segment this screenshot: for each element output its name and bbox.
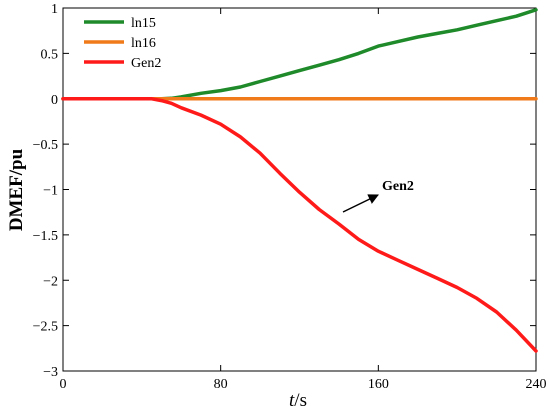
x-tick-label: 80	[214, 377, 228, 392]
annotation-arrow	[342, 194, 379, 213]
y-tick-label: −3	[43, 365, 58, 380]
ticks: 0 80 160 240 1 0.5 0 −0.5 −1 −1.5 −2 −2.5 −3	[33, 2, 547, 392]
series-line-ln15	[61, 8, 538, 101]
legend: ln15 ln16 Gen2	[84, 16, 161, 71]
y-tick-label: −1	[43, 184, 58, 199]
annotation-gen2: Gen2	[342, 179, 414, 213]
x-tick-label: 160	[368, 377, 389, 392]
x-tick-label: 240	[526, 377, 547, 392]
y-tick-label: 0.5	[41, 47, 59, 62]
plot-area	[62, 7, 537, 372]
y-tick-label: 0	[51, 93, 58, 108]
legend-label-ln15: ln15	[131, 16, 156, 31]
y-tick-label: −2	[43, 274, 58, 289]
legend-label-ln16: ln16	[131, 36, 156, 51]
x-axis-title-var: t	[289, 390, 295, 411]
y-axis-title: DMEF/pu	[6, 148, 27, 231]
series-line-gen2	[61, 97, 538, 353]
x-axis-title-unit: /s	[294, 390, 307, 411]
y-tick-label: 1	[51, 2, 58, 17]
annotation-text: Gen2	[382, 179, 414, 194]
series-layer	[61, 8, 538, 353]
legend-label-gen2: Gen2	[131, 56, 161, 71]
y-tick-label: −2.5	[33, 320, 58, 335]
x-axis-title: t/s	[289, 390, 307, 411]
y-tick-label: −0.5	[33, 138, 58, 153]
x-tick-label: 0	[60, 377, 67, 392]
y-tick-label: −1.5	[33, 229, 58, 244]
